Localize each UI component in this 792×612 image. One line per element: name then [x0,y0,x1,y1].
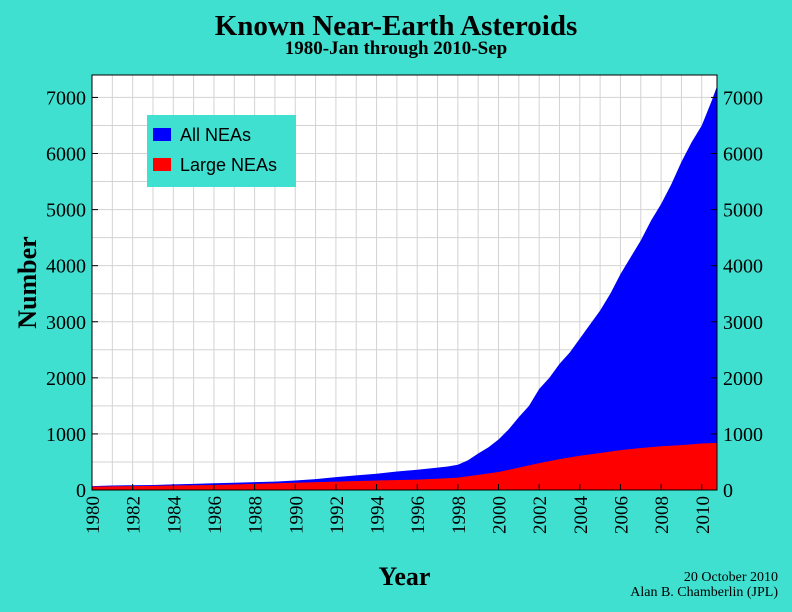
series-area-0 [92,86,717,490]
y-tick-label-right: 4000 [723,256,763,278]
x-tick-label: 1992 [327,496,348,534]
x-tick-label: 1980 [83,496,104,534]
y-tick-label-right: 2000 [723,368,763,390]
chart-title: Known Near-Earth Asteroids [214,10,578,42]
x-tick-label: 1998 [449,496,470,534]
x-tick-label: 1984 [164,496,185,535]
legend-label-1: Large NEAs [180,155,277,175]
y-tick-label-left: 7000 [46,87,86,109]
x-tick-label: 2008 [652,496,673,534]
y-tick-label-left: 4000 [46,256,86,278]
y-tick-label-left: 5000 [46,200,86,222]
x-tick-label: 1988 [246,496,267,534]
x-tick-label: 1982 [124,496,145,534]
y-tick-label-left: 1000 [46,424,86,446]
y-tick-label-left: 0 [76,480,86,502]
legend-box [147,115,296,187]
y-tick-label-right: 6000 [723,144,763,166]
x-tick-label: 2004 [571,496,592,535]
legend-swatch-1 [153,158,171,171]
y-tick-label-right: 0 [723,480,733,502]
x-tick-label: 2000 [490,496,511,534]
y-tick-label-left: 2000 [46,368,86,390]
x-tick-label: 2010 [693,496,714,534]
x-axis-title: Year [379,562,431,591]
y-tick-label-right: 5000 [723,200,763,222]
x-tick-label: 1986 [205,496,226,534]
y-tick-label-right: 3000 [723,312,763,334]
y-axis-title: Number [13,236,42,328]
y-tick-label-left: 6000 [46,144,86,166]
credit-author: Alan B. Chamberlin (JPL) [630,585,778,600]
legend-swatch-0 [153,128,171,141]
legend-label-0: All NEAs [180,125,251,145]
series-area-1 [92,442,717,490]
y-tick-label-right: 7000 [723,87,763,109]
x-tick-label: 2002 [530,496,551,534]
y-tick-label-right: 1000 [723,424,763,446]
x-tick-label: 1990 [286,496,307,534]
credit-date: 20 October 2010 [683,570,778,585]
chart-subtitle: 1980-Jan through 2010-Sep [284,38,508,59]
x-tick-label: 1996 [408,496,429,534]
plot-frame [91,74,718,491]
x-tick-label: 1994 [368,496,389,535]
credit-block: 20 October 2010 Alan B. Chamberlin (JPL) [630,570,778,600]
x-tick-label: 2006 [611,496,632,534]
y-tick-label-left: 3000 [46,312,86,334]
